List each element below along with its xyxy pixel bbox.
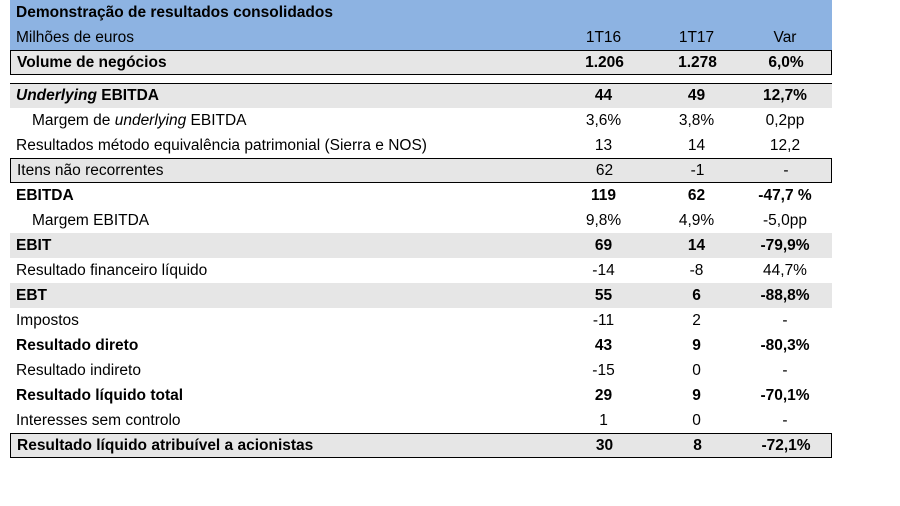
cell-var: 12,7% [763, 87, 807, 104]
cell-1t17: 9 [692, 386, 701, 404]
cell-1t16: 69 [594, 236, 613, 254]
cell-1t16: 30 [595, 436, 614, 454]
cell-1t17: 0 [692, 411, 701, 429]
cell-1t17: 8 [693, 436, 702, 454]
row-label: Underlying EBITDA [16, 87, 159, 104]
row-label: Margem de underlying EBITDA [32, 111, 247, 129]
cell-var: -70,1% [760, 386, 810, 404]
cell-var: 12,2 [769, 136, 801, 154]
cell-1t16: -15 [592, 361, 615, 379]
column-header-1t16: 1T16 [585, 28, 622, 46]
cell-var: - [783, 161, 789, 179]
cell-1t16: 55 [594, 286, 613, 304]
unit-label: Milhões de euros [16, 28, 135, 46]
cell-1t17: 62 [687, 186, 706, 204]
table-title-row: Demonstração de resultados consolidados [10, 0, 832, 25]
table-row-margem-ebitda: Margem EBITDA 9,8% 4,9% -5,0pp [10, 208, 832, 233]
cell-var: -80,3% [760, 336, 810, 354]
table-row-impostos: Impostos -11 2 - [10, 308, 832, 333]
cell-1t17: 6 [692, 286, 701, 304]
cell-var: 44,7% [763, 261, 807, 279]
table-row-equivalencia: Resultados método equivalência patrimoni… [10, 133, 832, 158]
column-header-1t17: 1T17 [678, 28, 715, 46]
row-label: Resultado líquido total [16, 386, 184, 404]
cell-1t16: 43 [594, 336, 613, 354]
cell-var: 0,2pp [765, 111, 805, 129]
table-row-resultado-financeiro: Resultado financeiro líquido -14 -8 44,7… [10, 258, 832, 283]
column-header-var: Var [773, 28, 797, 46]
cell-var: -47,7 % [758, 186, 812, 204]
cell-1t17: 9 [692, 336, 701, 354]
cell-1t17: 0 [692, 361, 701, 379]
cell-var: - [782, 311, 788, 329]
cell-1t17: 2 [692, 311, 701, 329]
row-label: Impostos [16, 311, 79, 329]
table-row-interesses: Interesses sem controlo 1 0 - [10, 408, 832, 433]
cell-1t16: 3,6% [585, 111, 622, 129]
row-label: Itens não recorrentes [17, 161, 164, 179]
row-label: EBIT [16, 236, 52, 254]
cell-1t17: 1.278 [678, 53, 717, 71]
cell-1t16: -14 [592, 261, 615, 279]
row-label: Resultado indireto [16, 361, 141, 379]
row-label: Resultado direto [16, 336, 139, 354]
cell-var: -88,8% [760, 286, 810, 304]
table-row-ebit: EBIT 69 14 -79,9% [10, 233, 832, 258]
table-header-row: Milhões de euros 1T16 1T17 Var [10, 25, 832, 50]
table-row-resultado-liquido-total: Resultado líquido total 29 9 -70,1% [10, 383, 832, 408]
cell-1t16: 1 [599, 411, 608, 429]
table-row-volume-negocios: Volume de negócios 1.206 1.278 6,0% [10, 50, 832, 75]
table-row-ebitda: EBITDA 119 62 -47,7 % [10, 183, 832, 208]
cell-1t17: 49 [687, 87, 706, 104]
cell-1t17: 3,8% [678, 111, 715, 129]
cell-1t17: 14 [687, 136, 706, 154]
row-label-emphasis: underlying [114, 111, 187, 129]
cell-var: -79,9% [760, 236, 810, 254]
row-label: Resultado financeiro líquido [16, 261, 208, 279]
results-table: Demonstração de resultados consolidados … [10, 0, 832, 458]
row-label: EBT [16, 286, 47, 304]
table-row-atribuivel-acionistas: Resultado líquido atribuível a acionista… [10, 433, 832, 458]
cell-var: 6,0% [768, 53, 804, 71]
row-label: Resultados método equivalência patrimoni… [16, 136, 427, 154]
row-label-emphasis: Underlying [16, 87, 97, 104]
table-row-resultado-indireto: Resultado indireto -15 0 - [10, 358, 832, 383]
cell-var: - [782, 411, 788, 429]
cell-1t16: 62 [595, 161, 614, 179]
cell-1t16: 9,8% [585, 211, 622, 229]
cell-var: -72,1% [761, 436, 811, 454]
table-row-underlying-ebitda: Underlying EBITDA 44 49 12,7% [10, 83, 832, 108]
cell-1t17: -1 [690, 161, 705, 179]
cell-var: - [782, 361, 788, 379]
table-row-ebt: EBT 55 6 -88,8% [10, 283, 832, 308]
table-row-margem-underlying: Margem de underlying EBITDA 3,6% 3,8% 0,… [10, 108, 832, 133]
row-label: Volume de negócios [17, 53, 167, 71]
cell-1t17: 14 [687, 236, 706, 254]
row-label: EBITDA [16, 186, 74, 204]
cell-1t16: 119 [590, 186, 616, 204]
table-title: Demonstração de resultados consolidados [16, 3, 333, 21]
cell-1t17: 4,9% [678, 211, 715, 229]
cell-1t16: 29 [594, 386, 613, 404]
cell-1t16: 44 [594, 87, 613, 104]
row-label: Resultado líquido atribuível a acionista… [17, 436, 314, 454]
table-row-resultado-direto: Resultado direto 43 9 -80,3% [10, 333, 832, 358]
cell-1t17: -8 [689, 261, 704, 279]
row-label: Interesses sem controlo [16, 411, 181, 429]
cell-1t16: 1.206 [585, 53, 624, 71]
cell-1t16: 13 [594, 136, 613, 154]
table-row-nao-recorrentes: Itens não recorrentes 62 -1 - [10, 158, 832, 183]
cell-var: -5,0pp [763, 211, 807, 229]
cell-1t16: -11 [592, 311, 615, 329]
row-label: Margem EBITDA [32, 211, 150, 229]
